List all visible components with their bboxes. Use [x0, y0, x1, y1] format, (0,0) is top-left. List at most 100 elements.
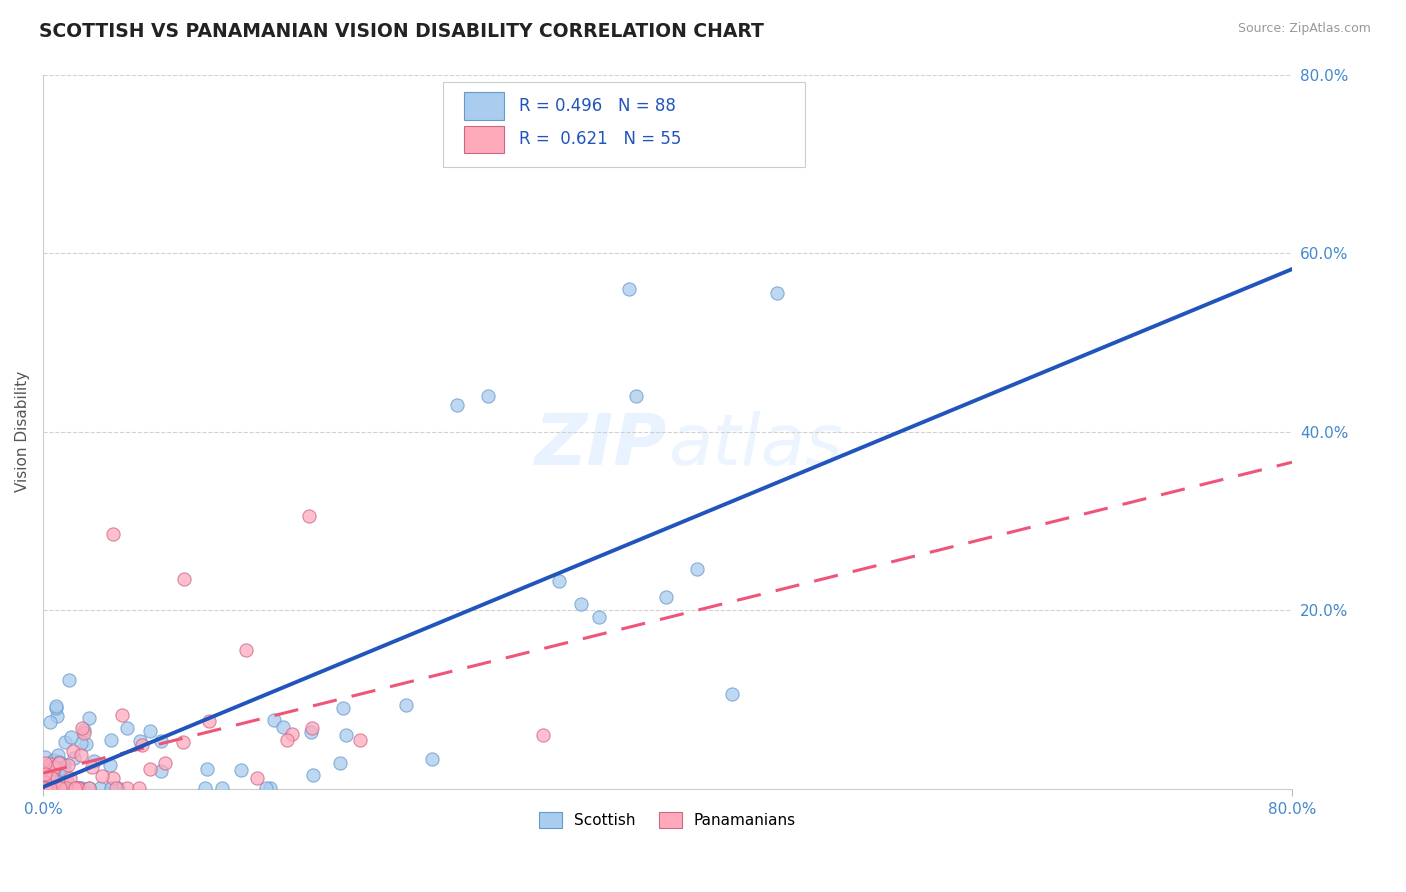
Point — [235, 643, 257, 657]
Point — [39, 780, 62, 795]
Point — [173, 572, 195, 586]
Point — [128, 780, 150, 795]
Point — [49, 775, 72, 789]
Point — [34, 765, 56, 780]
Point — [63, 751, 86, 765]
Point — [49, 780, 72, 794]
Y-axis label: Vision Disability: Vision Disability — [15, 371, 30, 492]
Point — [89, 780, 111, 795]
Point — [70, 780, 93, 795]
Point — [34, 780, 56, 795]
Point — [301, 768, 323, 782]
Point — [172, 735, 194, 749]
Point — [42, 754, 65, 768]
Point — [107, 780, 129, 795]
Point — [51, 769, 73, 783]
Point — [44, 780, 66, 795]
Point — [686, 562, 709, 576]
Point — [62, 780, 84, 795]
Point — [39, 780, 62, 795]
Point — [477, 389, 499, 403]
Point — [41, 770, 63, 784]
Point — [193, 780, 215, 795]
Point — [59, 772, 82, 786]
Point — [72, 721, 94, 735]
Point — [531, 728, 554, 742]
Point — [45, 780, 67, 795]
Point — [297, 509, 319, 524]
Point — [56, 774, 79, 789]
Legend: Scottish, Panamanians: Scottish, Panamanians — [533, 806, 801, 834]
Point — [100, 780, 122, 795]
Point — [53, 775, 76, 789]
Point — [42, 762, 65, 776]
Point — [34, 780, 56, 795]
Point — [34, 780, 56, 795]
Point — [48, 760, 70, 774]
Point — [67, 780, 90, 795]
Point — [58, 758, 80, 772]
Point — [37, 763, 59, 777]
Point — [34, 780, 56, 795]
Point — [38, 780, 60, 795]
Point — [394, 698, 416, 713]
Text: Source: ZipAtlas.com: Source: ZipAtlas.com — [1237, 22, 1371, 36]
Point — [349, 733, 371, 747]
Point — [34, 756, 56, 770]
Point — [67, 780, 90, 795]
Point — [299, 725, 322, 739]
Point — [139, 724, 162, 739]
Point — [65, 780, 87, 795]
Point — [150, 734, 173, 748]
Point — [53, 758, 76, 772]
Point — [101, 771, 124, 785]
Point — [329, 756, 352, 770]
Text: R =  0.621   N = 55: R = 0.621 N = 55 — [519, 130, 682, 148]
Point — [276, 732, 298, 747]
Point — [198, 714, 221, 728]
Point — [34, 766, 56, 780]
Point — [45, 700, 67, 714]
Point — [98, 758, 121, 772]
Point — [41, 780, 63, 795]
Point — [83, 755, 105, 769]
Point — [271, 720, 294, 734]
Point — [335, 728, 357, 742]
Point — [42, 780, 65, 795]
Point — [766, 286, 789, 301]
Point — [73, 723, 96, 738]
Point — [38, 715, 60, 730]
Point — [46, 780, 69, 795]
FancyBboxPatch shape — [443, 82, 806, 168]
Point — [39, 780, 62, 794]
Point — [138, 762, 160, 776]
Point — [569, 597, 592, 611]
Point — [46, 748, 69, 763]
Point — [90, 769, 112, 783]
Point — [38, 780, 60, 795]
Point — [79, 780, 101, 795]
Point — [45, 709, 67, 723]
Point — [62, 744, 84, 758]
Point — [153, 756, 176, 770]
Point — [48, 756, 70, 771]
Point — [117, 780, 139, 795]
Point — [67, 780, 90, 795]
Point — [34, 750, 56, 764]
Point — [129, 734, 152, 748]
Bar — [464, 93, 503, 120]
Point — [48, 780, 70, 795]
Point — [58, 673, 80, 688]
Point — [259, 780, 281, 795]
Point — [626, 389, 648, 403]
Point — [100, 780, 122, 795]
Point — [446, 398, 468, 412]
Point — [105, 780, 128, 795]
Point — [34, 764, 56, 779]
Point — [42, 753, 65, 767]
Point — [63, 780, 86, 795]
Point — [67, 780, 90, 795]
Text: atlas: atlas — [668, 411, 842, 480]
Point — [246, 771, 269, 785]
Point — [254, 780, 277, 795]
